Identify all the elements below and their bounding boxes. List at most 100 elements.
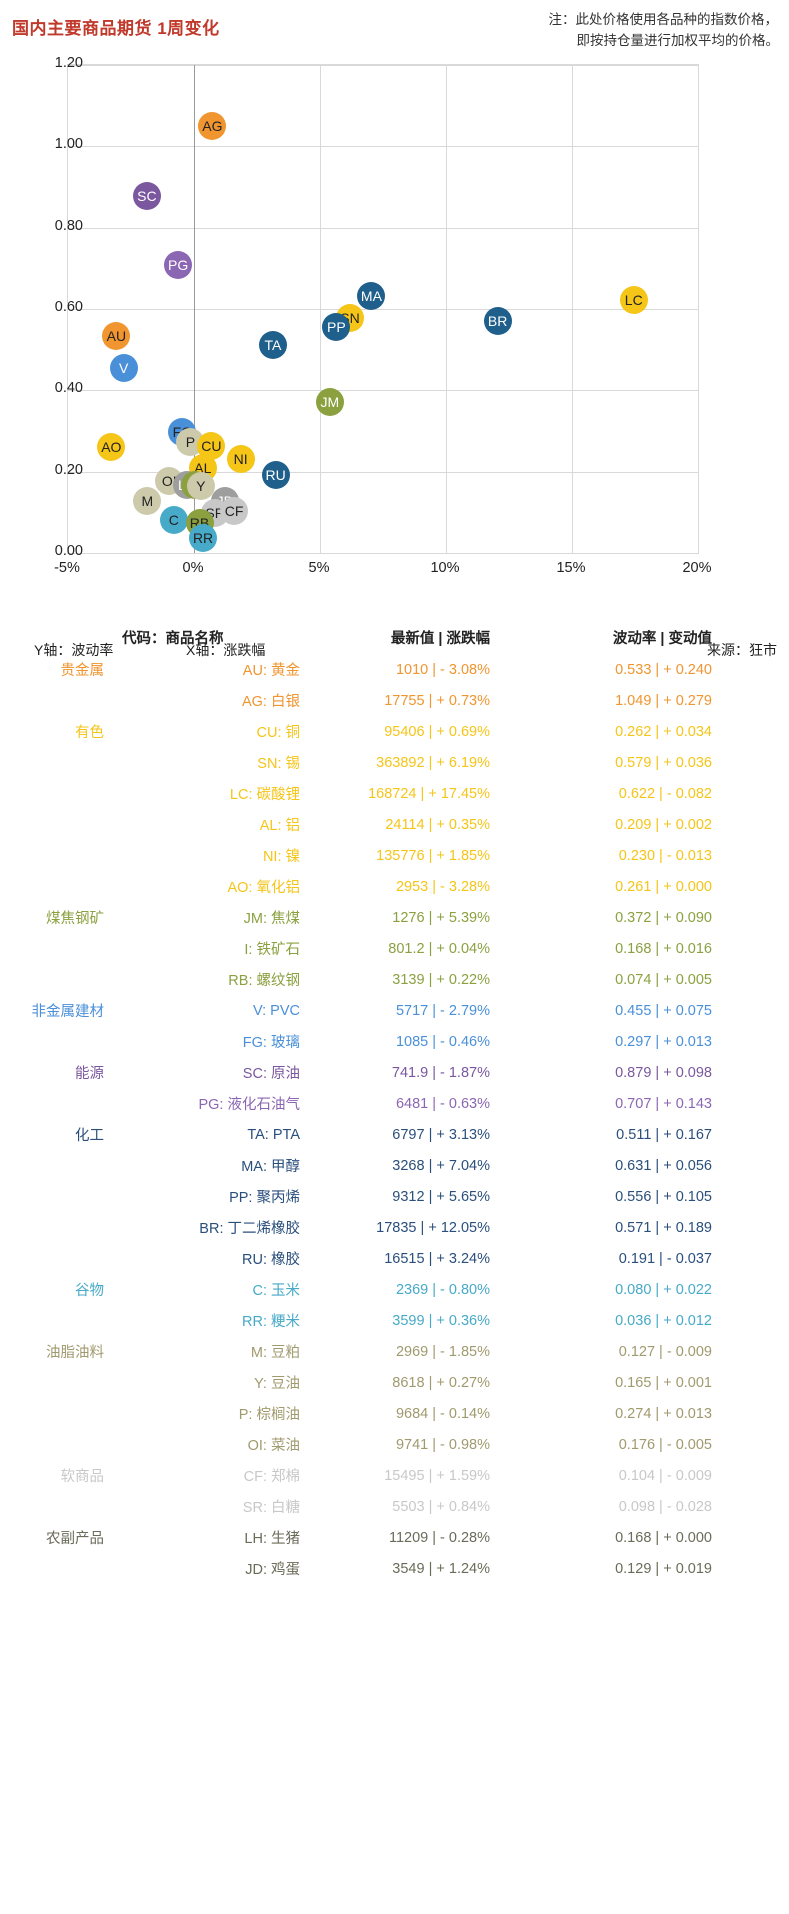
row-price: 6481 | - 0.63% (395, 1095, 490, 1112)
scatter-point-lc[interactable]: LC (619, 286, 648, 315)
row-volatility: 0.879 | + 0.098 (615, 1064, 712, 1081)
scatter-point-ru[interactable]: RU (261, 461, 290, 490)
row-price: 17835 | + 12.05% (376, 1219, 490, 1236)
row-volatility: 0.098 | - 0.028 (618, 1498, 712, 1515)
scatter-point-ma[interactable]: MA (357, 282, 386, 311)
scatter-point-cu[interactable]: CU (197, 432, 226, 461)
y-tick-label: 0.20 (54, 461, 83, 478)
row-volatility: 0.036 | + 0.012 (615, 1312, 712, 1329)
row-name: AU: 黄金 (242, 663, 300, 679)
scatter-point-rr[interactable]: RR (189, 524, 218, 553)
table-row[interactable]: I: 铁矿石 801.2 | + 0.04% 0.168 | + 0.016 (0, 933, 789, 964)
table-row[interactable]: PP: 聚丙烯 9312 | + 5.65% 0.556 | + 0.105 (0, 1181, 789, 1212)
table-row[interactable]: BR: 丁二烯橡胶 17835 | + 12.05% 0.571 | + 0.189 (0, 1212, 789, 1243)
scatter-point-ao[interactable]: AO (97, 432, 126, 461)
row-name: OI: 菜油 (247, 1438, 300, 1454)
row-volatility: 0.556 | + 0.105 (615, 1188, 712, 1205)
table-row[interactable]: AO: 氧化铝 2953 | - 3.28% 0.261 | + 0.000 (0, 871, 789, 902)
table-row[interactable]: RB: 螺纹钢 3139 | + 0.22% 0.074 | + 0.005 (0, 964, 789, 995)
scatter-point-y[interactable]: Y (186, 471, 215, 500)
row-price: 5503 | + 0.84% (392, 1498, 490, 1515)
row-price: 11209 | - 0.28% (388, 1529, 490, 1546)
row-volatility: 0.579 | + 0.036 (615, 754, 712, 771)
table-row[interactable]: 有色 CU: 铜 95406 | + 0.69% 0.262 | + 0.034 (0, 716, 789, 747)
scatter-point-m[interactable]: M (133, 487, 162, 516)
row-price: 3268 | + 7.04% (392, 1157, 490, 1174)
row-price: 24114 | + 0.35% (385, 816, 490, 833)
table-row[interactable]: 软商品 CF: 郑棉 15495 | + 1.59% 0.104 | - 0.009 (0, 1460, 789, 1491)
row-group: 软商品 (60, 1469, 105, 1485)
row-name: V: PVC (252, 1002, 300, 1019)
header-name: 代码：商品名称 (122, 630, 224, 647)
table-row[interactable]: 煤焦钢矿 JM: 焦煤 1276 | + 5.39% 0.372 | + 0.090 (0, 902, 789, 933)
table-row[interactable]: Y: 豆油 8618 | + 0.27% 0.165 | + 0.001 (0, 1367, 789, 1398)
table-row[interactable]: 贵金属 AU: 黄金 1010 | - 3.08% 0.533 | + 0.240 (0, 654, 789, 685)
row-name: FG: 玻璃 (242, 1035, 300, 1051)
scatter-point-ni[interactable]: NI (226, 445, 255, 474)
row-group: 油脂油料 (46, 1345, 104, 1361)
scatter-point-ag[interactable]: AG (198, 112, 227, 141)
scatter-point-br[interactable]: BR (483, 306, 512, 335)
row-group: 贵金属 (60, 663, 105, 679)
page-title: 国内主要商品期货 1周变化 (12, 19, 220, 38)
gridline-vertical (572, 65, 573, 553)
table-row[interactable]: AG: 白银 17755 | + 0.73% 1.049 | + 0.279 (0, 685, 789, 716)
table-row[interactable]: NI: 镍 135776 | + 1.85% 0.230 | - 0.013 (0, 840, 789, 871)
x-tick-label: 0% (182, 560, 204, 576)
gridline-horizontal (68, 471, 698, 473)
table-row[interactable]: 农副产品 LH: 生猪 11209 | - 0.28% 0.168 | + 0.000 (0, 1522, 789, 1553)
x-tick-label: 10% (430, 560, 460, 576)
table-header-row: 代码：商品名称 最新值 | 涨跌幅 波动率 | 变动值 (0, 620, 789, 654)
scatter-point-c[interactable]: C (159, 506, 188, 535)
y-tick-label: 0.40 (54, 380, 83, 397)
table-row[interactable]: SN: 锡 363892 | + 6.19% 0.579 | + 0.036 (0, 747, 789, 778)
table-row[interactable]: 化工 TA: PTA 6797 | + 3.13% 0.511 | + 0.167 (0, 1119, 789, 1150)
table-row[interactable]: MA: 甲醇 3268 | + 7.04% 0.631 | + 0.056 (0, 1150, 789, 1181)
scatter-point-au[interactable]: AU (102, 322, 131, 351)
header-vol: 波动率 | 变动值 (612, 630, 712, 647)
table-row[interactable]: 谷物 C: 玉米 2369 | - 0.80% 0.080 | + 0.022 (0, 1274, 789, 1305)
x-tick-label: 20% (682, 560, 712, 576)
header-note-line2: 即按持仓量进行加权平均的价格。 (576, 32, 780, 48)
y-tick-label: 1.00 (54, 136, 83, 153)
table-row[interactable]: PG: 液化石油气 6481 | - 0.63% 0.707 | + 0.143 (0, 1088, 789, 1119)
table-row[interactable]: 非金属建材 V: PVC 5717 | - 2.79% 0.455 | + 0.075 (0, 995, 789, 1026)
y-tick-label: 1.20 (54, 55, 83, 71)
scatter-point-jm[interactable]: JM (315, 387, 344, 416)
row-name: NI: 镍 (262, 849, 300, 865)
scatter-chart: AGSCPGLCMABRSNPPAUTAVJMFGPCUAONIALRUOILH… (0, 55, 789, 658)
table-row[interactable]: SR: 白糖 5503 | + 0.84% 0.098 | - 0.028 (0, 1491, 789, 1522)
row-volatility: 0.511 | + 0.167 (616, 1126, 712, 1143)
row-name: RU: 橡胶 (242, 1252, 300, 1268)
row-name: PG: 液化石油气 (198, 1097, 300, 1113)
table-row[interactable]: P: 棕榈油 9684 | - 0.14% 0.274 | + 0.013 (0, 1398, 789, 1429)
scatter-point-ta[interactable]: TA (258, 331, 287, 360)
table-row[interactable]: LC: 碳酸锂 168724 | + 17.45% 0.622 | - 0.082 (0, 778, 789, 809)
row-name: TA: PTA (247, 1126, 300, 1143)
row-price: 2969 | - 1.85% (395, 1343, 490, 1360)
table-row[interactable]: JD: 鸡蛋 3549 | + 1.24% 0.129 | + 0.019 (0, 1553, 789, 1584)
table-row[interactable]: 油脂油料 M: 豆粕 2969 | - 1.85% 0.127 | - 0.009 (0, 1336, 789, 1367)
gridline-vertical (320, 65, 321, 553)
scatter-point-pp[interactable]: PP (322, 312, 351, 341)
table-row[interactable]: RR: 粳米 3599 | + 0.36% 0.036 | + 0.012 (0, 1305, 789, 1336)
table-row[interactable]: 能源 SC: 原油 741.9 | - 1.87% 0.879 | + 0.098 (0, 1057, 789, 1088)
row-name: MA: 甲醇 (241, 1159, 300, 1175)
table-row[interactable]: FG: 玻璃 1085 | - 0.46% 0.297 | + 0.013 (0, 1026, 789, 1057)
row-volatility: 0.631 | + 0.056 (615, 1157, 712, 1174)
row-name: PP: 聚丙烯 (229, 1190, 300, 1206)
scatter-point-v[interactable]: V (109, 353, 138, 382)
scatter-point-pg[interactable]: PG (164, 251, 193, 280)
table-row[interactable]: RU: 橡胶 16515 | + 3.24% 0.191 | - 0.037 (0, 1243, 789, 1274)
row-volatility: 0.533 | + 0.240 (615, 661, 712, 678)
header-note-line1: 注：此处价格使用各品种的指数价格， (548, 12, 779, 27)
scatter-point-cf[interactable]: CF (220, 496, 249, 525)
header: 国内主要商品期货 1周变化 注：此处价格使用各品种的指数价格， 即按持仓量进行加… (0, 0, 789, 58)
row-name: CF: 郑棉 (243, 1469, 300, 1485)
row-price: 363892 | + 6.19% (376, 754, 490, 771)
table-body: 贵金属 AU: 黄金 1010 | - 3.08% 0.533 | + 0.240 AG… (0, 654, 789, 1584)
row-volatility: 0.571 | + 0.189 (615, 1219, 712, 1236)
table-row[interactable]: OI: 菜油 9741 | - 0.98% 0.176 | - 0.005 (0, 1429, 789, 1460)
table-row[interactable]: AL: 铝 24114 | + 0.35% 0.209 | + 0.002 (0, 809, 789, 840)
scatter-point-sc[interactable]: SC (132, 181, 161, 210)
